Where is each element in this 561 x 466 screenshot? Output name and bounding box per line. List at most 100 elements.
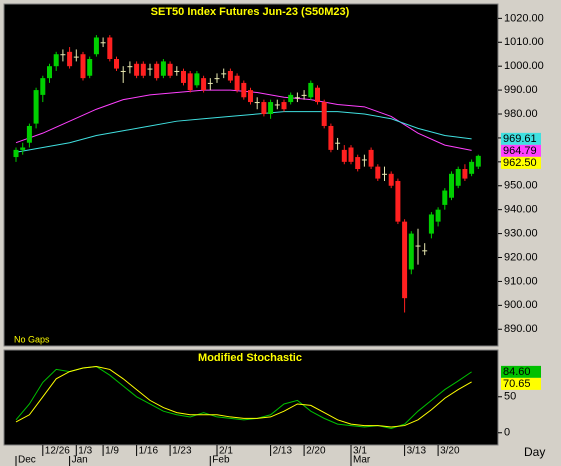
- y-tick-label: 1000.00: [504, 60, 544, 72]
- candle-body: [361, 159, 367, 161]
- candle-body: [53, 54, 59, 67]
- value-label: 964.79: [503, 145, 537, 157]
- y-tick-label: 980.00: [504, 108, 538, 120]
- x-tick-label: 3/13: [407, 446, 427, 457]
- candle-body: [475, 155, 481, 167]
- note: No Gaps: [14, 334, 50, 344]
- candle-body: [140, 63, 146, 76]
- candle-body: [154, 63, 160, 79]
- stochastic-panel: [3, 349, 499, 446]
- stochastic-line: [15, 366, 472, 428]
- candle-body: [274, 104, 280, 106]
- chart-title: SET50 Index Futures Jun-23 (S50M23): [151, 6, 350, 18]
- x-tick-label: 1/9: [105, 446, 119, 457]
- candle-body: [107, 37, 113, 60]
- candle-body: [167, 63, 173, 76]
- candle-body: [469, 161, 475, 174]
- candle-body: [114, 59, 119, 69]
- candle-body: [435, 209, 441, 222]
- candle-body: [100, 42, 106, 44]
- value-label: 70.65: [503, 378, 531, 390]
- candle-body: [301, 94, 307, 96]
- x-tick-label: 3/1: [353, 446, 367, 457]
- value-label-box: [501, 144, 541, 157]
- candle-body: [408, 233, 414, 270]
- candle-body: [382, 173, 387, 175]
- y-tick-label: 890.00: [504, 323, 538, 335]
- candle-body: [328, 125, 334, 150]
- candle-body: [201, 78, 207, 91]
- candle-body: [375, 166, 381, 179]
- value-label-box: [501, 377, 541, 390]
- candle-body: [268, 102, 274, 115]
- candle-body: [442, 190, 448, 205]
- panel-title: Modified Stochastic: [198, 352, 302, 364]
- value-label-box: [501, 365, 541, 378]
- candle-body: [93, 37, 99, 55]
- candle-body: [241, 82, 247, 98]
- x-tick-label: 1/3: [78, 446, 92, 457]
- candle-body: [288, 94, 294, 103]
- x-tick-label: 1/23: [172, 446, 192, 457]
- candle-body: [428, 214, 434, 234]
- candle-body: [294, 97, 300, 99]
- candle-body: [127, 66, 133, 68]
- candle-body: [194, 73, 200, 86]
- y-tick-label: 50: [504, 391, 516, 403]
- candle-body: [348, 147, 354, 162]
- candle-body: [181, 70, 186, 83]
- candle-body: [13, 149, 19, 158]
- candle-body: [281, 102, 287, 110]
- x-tick-label: 2/13: [273, 446, 293, 457]
- month-label: Dec: [18, 455, 36, 466]
- candle-body: [214, 78, 220, 80]
- candle-body: [207, 82, 213, 84]
- candle-body: [261, 102, 267, 115]
- y-tick-label: 1010.00: [504, 36, 544, 48]
- y-tick-label: 1020.00: [504, 12, 544, 24]
- candle-body: [341, 149, 347, 162]
- candle-body: [415, 245, 421, 247]
- candle-body: [174, 70, 180, 72]
- month-label: Jan: [72, 455, 88, 466]
- candle-body: [315, 87, 320, 103]
- candle-body: [335, 142, 341, 144]
- x-tick-label: 2/1: [219, 446, 233, 457]
- candle-body: [388, 173, 394, 186]
- candle-body: [47, 66, 52, 79]
- moving-average: [15, 111, 472, 153]
- candle-body: [248, 90, 253, 103]
- y-tick-label: 990.00: [504, 84, 538, 96]
- candle-body: [422, 250, 428, 252]
- candle-body: [73, 56, 79, 58]
- value-label: 969.61: [503, 133, 537, 145]
- candle-body: [368, 149, 374, 167]
- candle-body: [449, 173, 454, 198]
- candle-body: [33, 90, 39, 124]
- candle-body: [187, 73, 193, 91]
- y-tick-label: 920.00: [504, 251, 538, 263]
- candle-body: [20, 147, 26, 150]
- candle-body: [462, 169, 468, 179]
- candle-body: [308, 82, 314, 98]
- candle-body: [355, 157, 361, 170]
- candle-body: [321, 102, 327, 126]
- candle-body: [120, 70, 126, 72]
- value-label-box: [501, 132, 541, 145]
- candle-body: [160, 61, 166, 76]
- candle-body: [60, 54, 66, 56]
- candle-body: [254, 102, 260, 104]
- value-label-box: [501, 156, 541, 169]
- candle-body: [67, 51, 73, 67]
- price-panel: [3, 3, 499, 347]
- y-tick-label: 930.00: [504, 228, 538, 240]
- y-tick-label: 900.00: [504, 299, 538, 311]
- month-label: Feb: [212, 455, 230, 466]
- x-tick-label: 12/26: [45, 446, 70, 457]
- candle-body: [402, 221, 408, 299]
- x-tick-label: 2/20: [306, 446, 326, 457]
- candle-body: [26, 125, 32, 143]
- x-tick-label: 3/20: [440, 446, 460, 457]
- candle-body: [234, 75, 240, 91]
